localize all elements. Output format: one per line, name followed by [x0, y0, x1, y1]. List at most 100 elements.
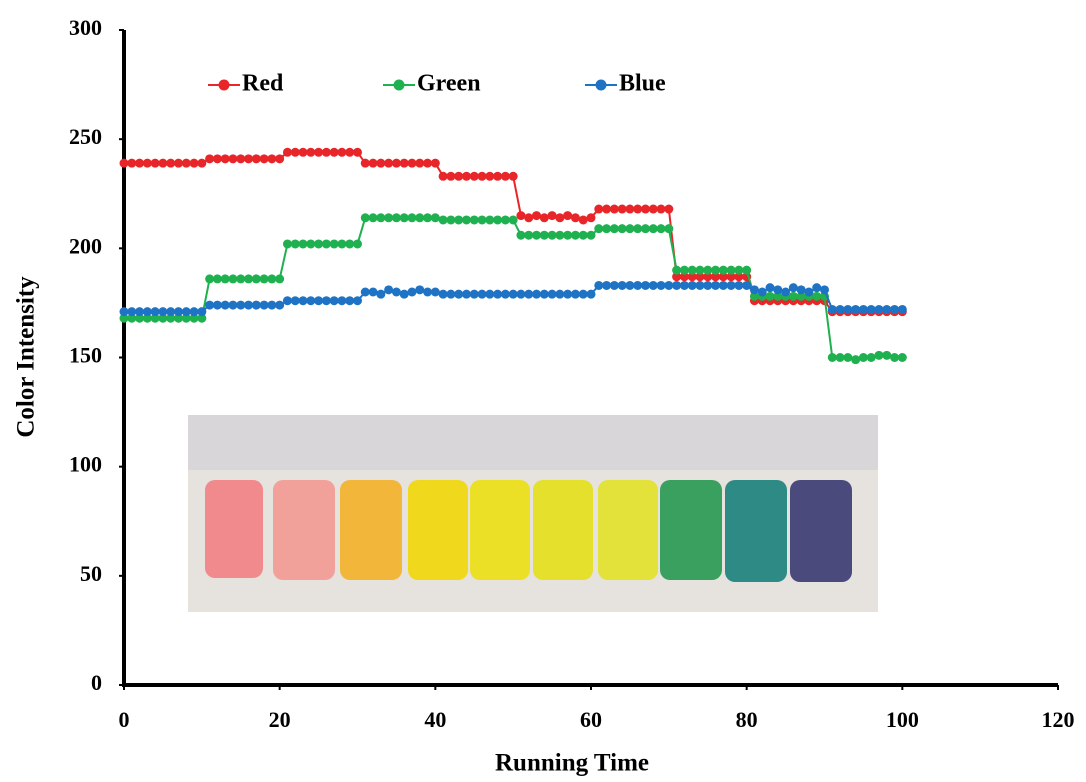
- data-point: [633, 280, 643, 290]
- data-point: [734, 272, 744, 282]
- data-point: [602, 280, 612, 290]
- data-point: [368, 213, 378, 223]
- y-tick-label: 250: [69, 124, 102, 149]
- data-point: [399, 158, 409, 168]
- data-point: [563, 211, 573, 221]
- data-point: [578, 215, 588, 225]
- data-point: [321, 147, 331, 157]
- data-point: [212, 274, 222, 284]
- data-point: [703, 272, 713, 282]
- data-point: [407, 158, 417, 168]
- data-point: [477, 215, 487, 225]
- data-point: [438, 171, 448, 181]
- data-point: [212, 300, 222, 310]
- data-point: [578, 289, 588, 299]
- data-point: [384, 285, 394, 295]
- data-point: [158, 313, 168, 323]
- data-point: [197, 158, 207, 168]
- data-point: [259, 300, 269, 310]
- data-point: [236, 154, 246, 164]
- data-point: [609, 224, 619, 234]
- data-point: [835, 304, 845, 314]
- data-point: [734, 280, 744, 290]
- y-tick-label: 300: [69, 15, 102, 40]
- data-point: [718, 265, 728, 275]
- data-point: [602, 224, 612, 234]
- data-point: [267, 300, 277, 310]
- data-point: [679, 265, 689, 275]
- data-point: [570, 289, 580, 299]
- data-point: [259, 274, 269, 284]
- data-point: [851, 355, 861, 365]
- data-point: [851, 304, 861, 314]
- data-point: [781, 287, 791, 297]
- data-point: [524, 230, 534, 240]
- data-point: [423, 213, 433, 223]
- y-tick-label: 0: [91, 670, 102, 695]
- data-point: [672, 265, 682, 275]
- data-point: [586, 289, 596, 299]
- data-point: [827, 353, 837, 362]
- data-point: [321, 296, 331, 306]
- data-point: [205, 300, 215, 310]
- data-point: [500, 289, 510, 299]
- data-point: [609, 204, 619, 214]
- data-point: [516, 230, 526, 240]
- data-point: [321, 239, 331, 249]
- data-point: [282, 296, 292, 306]
- data-point: [275, 274, 285, 284]
- data-point: [812, 291, 822, 301]
- data-point: [189, 313, 199, 323]
- data-point: [648, 280, 658, 290]
- data-point: [711, 265, 721, 275]
- data-point: [874, 304, 884, 314]
- data-point: [391, 158, 401, 168]
- data-point: [539, 230, 549, 240]
- data-point: [430, 287, 440, 297]
- x-tick-label: 120: [1042, 707, 1075, 732]
- data-point: [314, 296, 324, 306]
- data-point: [796, 291, 806, 301]
- legend-label: Green: [417, 71, 481, 97]
- data-point: [290, 147, 300, 157]
- data-point: [617, 280, 627, 290]
- data-point: [337, 239, 347, 249]
- data-point: [532, 230, 542, 240]
- data-point: [314, 147, 324, 157]
- data-point: [718, 272, 728, 282]
- data-point: [485, 171, 495, 181]
- data-point: [695, 280, 705, 290]
- data-point: [282, 239, 292, 249]
- data-point: [555, 230, 565, 240]
- data-point: [625, 204, 635, 214]
- data-point: [454, 171, 464, 181]
- data-point: [679, 280, 689, 290]
- data-point: [485, 215, 495, 225]
- data-point: [454, 215, 464, 225]
- data-point: [166, 313, 176, 323]
- data-point: [485, 289, 495, 299]
- x-tick-label: 100: [886, 707, 919, 732]
- data-point: [594, 280, 604, 290]
- data-point: [353, 239, 362, 249]
- data-point: [524, 213, 534, 223]
- data-point: [220, 300, 230, 310]
- data-point: [399, 289, 409, 299]
- data-point: [189, 158, 199, 168]
- data-point: [461, 289, 471, 299]
- data-point: [578, 230, 588, 240]
- data-point: [687, 272, 697, 282]
- data-point: [897, 353, 907, 362]
- data-point: [508, 289, 518, 299]
- data-point: [555, 289, 565, 299]
- vials: [205, 480, 852, 582]
- x-tick-label: 40: [424, 707, 446, 732]
- data-point: [135, 313, 145, 323]
- data-point: [345, 239, 355, 249]
- data-point: [150, 307, 160, 317]
- data-point: [749, 291, 759, 301]
- data-point: [640, 280, 650, 290]
- data-point: [353, 296, 362, 306]
- data-point: [173, 158, 183, 168]
- data-point: [788, 283, 798, 293]
